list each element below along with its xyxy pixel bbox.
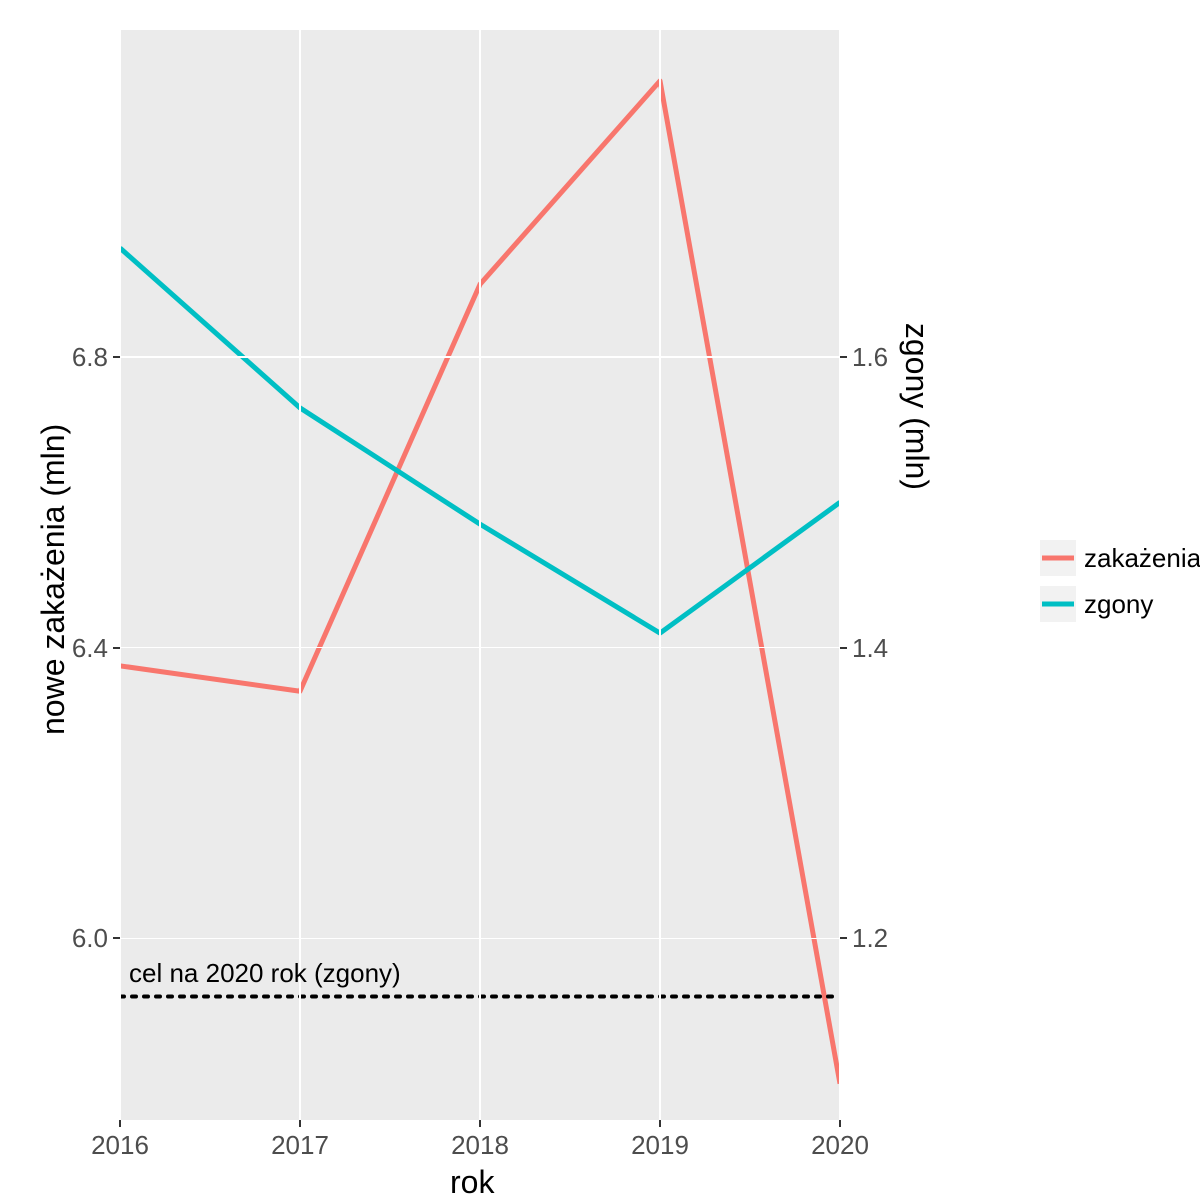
chart-svg	[0, 0, 1200, 1200]
y-left-tick-label: 6.0	[72, 923, 108, 954]
y-right-tick-label: 1.2	[852, 923, 888, 954]
x-axis-title: rok	[450, 1164, 494, 1201]
x-tick-mark	[299, 1120, 301, 1127]
legend-label: zgony	[1084, 589, 1153, 620]
y-right-tick-label: 1.4	[852, 633, 888, 664]
x-tick-mark	[839, 1120, 841, 1127]
x-tick-label: 2020	[810, 1130, 870, 1161]
grid-line-vertical	[299, 30, 300, 1120]
y-left-axis-title: nowe zakażenia (mln)	[35, 424, 72, 735]
x-tick-label: 2019	[630, 1130, 690, 1161]
chart-container: 2016 2017 2018 2019 2020 6.0 6.4 6.8 1.2 1.4 1.6 ro…	[0, 0, 1200, 1200]
grid-line-vertical	[659, 30, 660, 1120]
grid-line-horizontal	[120, 356, 840, 357]
grid-line-vertical	[119, 30, 120, 1120]
x-tick-mark	[119, 1120, 121, 1127]
legend-label: zakażenia	[1084, 543, 1200, 574]
x-tick-label: 2018	[450, 1130, 510, 1161]
grid-line-vertical	[479, 30, 480, 1120]
x-tick-label: 2017	[270, 1130, 330, 1161]
y-left-tick-label: 6.8	[72, 342, 108, 373]
y-right-axis-title: zgony (mln)	[898, 323, 935, 490]
y-right-tick-mark	[840, 937, 847, 939]
grid-line-horizontal	[120, 938, 840, 939]
grid-line-vertical	[839, 30, 840, 1120]
legend-key-line	[1040, 540, 1076, 576]
y-left-tick-mark	[113, 937, 120, 939]
x-tick-mark	[659, 1120, 661, 1127]
y-right-tick-mark	[840, 356, 847, 358]
y-right-tick-label: 1.6	[852, 342, 888, 373]
grid-line-horizontal	[120, 647, 840, 648]
x-tick-mark	[479, 1120, 481, 1127]
y-left-tick-mark	[113, 647, 120, 649]
y-right-tick-mark	[840, 647, 847, 649]
x-tick-label: 2016	[90, 1130, 150, 1161]
y-left-tick-mark	[113, 356, 120, 358]
legend-key-line	[1040, 586, 1076, 622]
y-left-tick-label: 6.4	[72, 633, 108, 664]
reference-line-label: cel na 2020 rok (zgony)	[129, 958, 401, 989]
